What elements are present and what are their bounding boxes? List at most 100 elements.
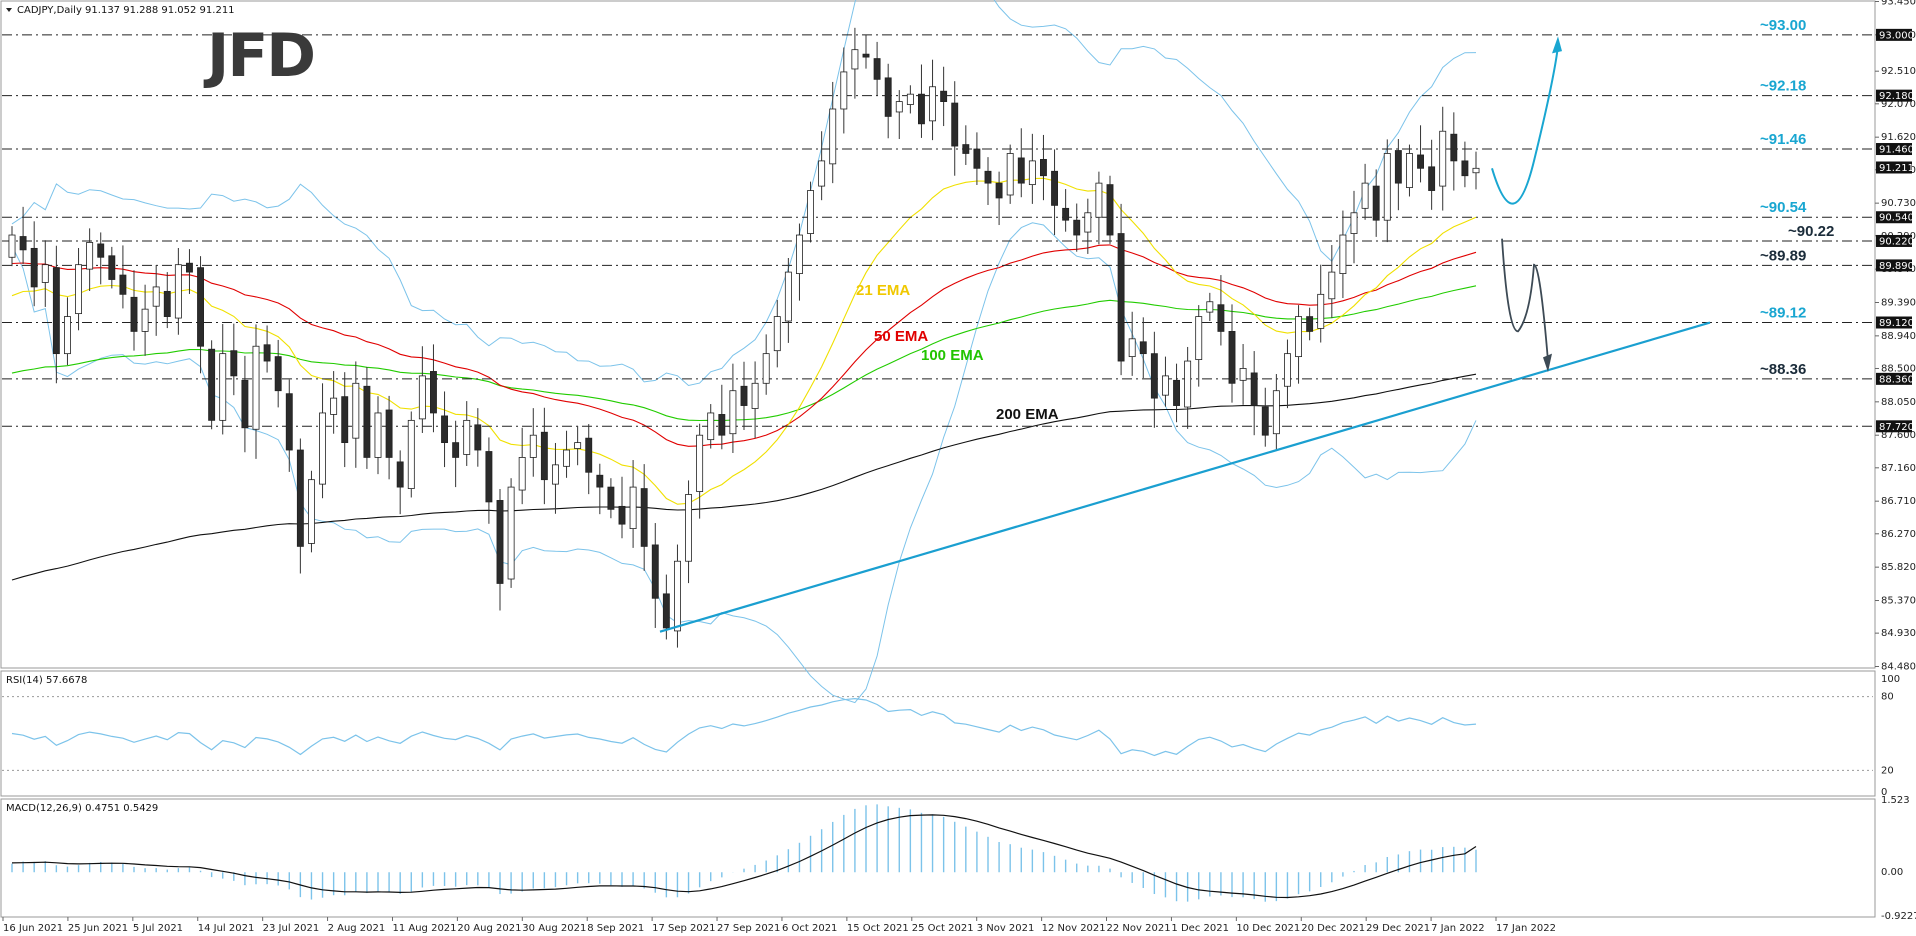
y-tick-label: 85.820: [1881, 562, 1916, 573]
x-tick-label: 17 Sep 2021: [652, 923, 715, 934]
candle-down: [973, 148, 981, 169]
ema200-label: 200 EMA: [996, 406, 1059, 423]
x-tick-label: 25 Jun 2021: [68, 923, 128, 934]
candle-up: [563, 449, 570, 467]
rsi-tick-label: 80: [1881, 692, 1894, 703]
candle-up: [629, 486, 637, 530]
candle-down: [1040, 159, 1047, 177]
candle-down: [1139, 341, 1147, 355]
level-badge: [1876, 211, 1912, 224]
level-badge: [1876, 420, 1912, 433]
candle-up: [729, 390, 737, 435]
candle-down: [918, 93, 925, 125]
scenario-arrows: [1491, 36, 1562, 373]
candle-down: [1051, 170, 1058, 206]
candle-up: [1272, 390, 1280, 435]
y-tick-label: 91.620: [1881, 132, 1916, 143]
candle-down: [396, 461, 404, 488]
candle-down: [19, 236, 27, 251]
candle-down: [718, 414, 726, 436]
candle-down: [662, 593, 670, 629]
candle-up: [64, 316, 71, 355]
candle-up: [1028, 160, 1036, 186]
candle-up: [1095, 182, 1103, 218]
level-badge: [1876, 28, 1912, 41]
candle-down: [740, 385, 748, 406]
candle-up: [330, 397, 338, 415]
macd-panel[interactable]: [0, 798, 1876, 918]
candle-down: [296, 449, 304, 547]
rsi-line: [11, 697, 1477, 757]
candle-up: [818, 160, 826, 187]
candle-up: [829, 108, 837, 165]
bearish-arrow: [1501, 238, 1549, 362]
candle-up: [851, 49, 859, 70]
main-panel[interactable]: [0, 0, 1876, 669]
candle-down: [385, 409, 393, 458]
x-tick-label: 27 Sep 2021: [717, 923, 780, 934]
price-axis: 93.45093.00092.51092.07091.62091.18090.7…: [1875, 0, 1916, 673]
ema21-label: 21 EMA: [856, 282, 910, 299]
candle-down: [186, 262, 193, 273]
candle-up: [352, 382, 360, 439]
candle-up: [929, 86, 936, 122]
level-badge: [1876, 143, 1912, 156]
candle-down: [208, 348, 216, 421]
candle-down: [1106, 184, 1114, 236]
macd-header: MACD(12,26,9) 0.4751 0.5429: [6, 803, 158, 814]
candle-up: [41, 264, 49, 283]
candle-up: [8, 234, 16, 258]
macd-signal-line: [11, 814, 1477, 899]
candle-up: [807, 190, 814, 234]
level-badge-label: 89.890: [1879, 261, 1914, 272]
candle-up: [751, 382, 759, 409]
candle-up: [308, 479, 315, 544]
candle-up: [906, 93, 914, 105]
ema100-label: 100 EMA: [921, 347, 984, 364]
candle-up: [1361, 182, 1369, 209]
y-tick-label: 87.160: [1881, 463, 1916, 474]
candle-up: [1206, 301, 1214, 313]
candle-down: [1228, 331, 1236, 384]
macd-indicator: 1.523 0.00 -0.9227: [11, 795, 1916, 922]
candle-up: [674, 560, 681, 632]
candle-up: [75, 264, 82, 315]
level-label: ~93.00: [1760, 17, 1806, 34]
bullish-arrowhead: [1552, 36, 1562, 54]
price-levels: ~93.00 ~92.18 ~91.46 ~90.54 ~90.22 ~89.89 ~89.…: [2, 17, 1873, 427]
y-tick-label: 85.370: [1881, 596, 1916, 607]
rsi-panel[interactable]: [0, 670, 1876, 797]
candle-up: [574, 442, 582, 449]
x-tick-label: 20 Dec 2021: [1301, 923, 1365, 934]
x-tick-label: 10 Dec 2021: [1236, 923, 1300, 934]
candle-down: [607, 486, 615, 510]
candle-up: [418, 375, 426, 420]
level-label: ~88.36: [1760, 361, 1806, 378]
candle-down: [596, 474, 604, 488]
x-tick-label: 8 Sep 2021: [587, 923, 644, 934]
y-tick-label: 89.390: [1881, 297, 1916, 308]
candle-down: [52, 267, 60, 355]
level-label: ~92.18: [1760, 78, 1806, 95]
level-badge: [1876, 234, 1912, 247]
level-badge-label: 88.360: [1879, 374, 1914, 385]
candle-down: [108, 255, 116, 280]
candle-down: [230, 350, 238, 377]
y-tick-label: 87.600: [1881, 430, 1916, 441]
candle-down: [163, 290, 171, 317]
level-label: ~89.89: [1760, 247, 1806, 264]
level-badge: [1876, 316, 1912, 329]
level-badge: [1876, 372, 1912, 385]
candle-down: [119, 274, 127, 295]
dropdown-triangle-icon[interactable]: [6, 8, 12, 12]
candle-down: [30, 247, 38, 288]
support-trendline: [659, 321, 1711, 633]
y-tick-label: 92.510: [1881, 66, 1916, 77]
y-tick-label: 86.270: [1881, 529, 1916, 540]
candle-up: [762, 353, 770, 384]
level-badge-label: 87.720: [1879, 422, 1914, 433]
candle-up: [796, 234, 803, 274]
rsi-header: RSI(14) 57.6678: [6, 675, 87, 686]
candle-down: [585, 437, 593, 473]
